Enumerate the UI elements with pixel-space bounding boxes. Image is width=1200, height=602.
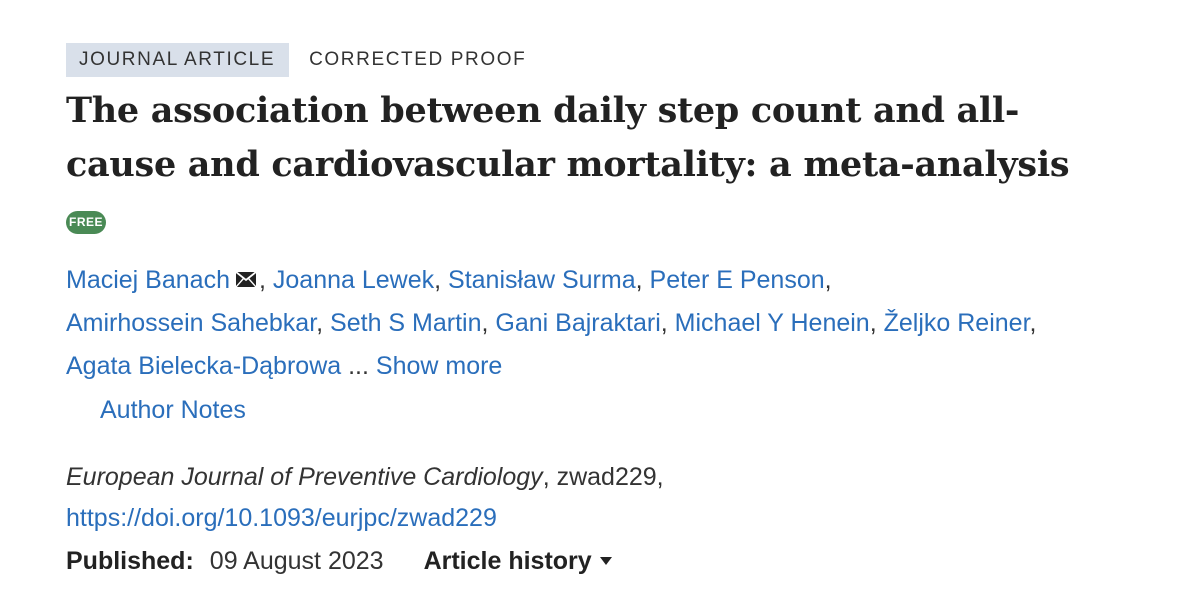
caret-down-icon	[599, 557, 612, 565]
author-separator: ,	[258, 266, 273, 294]
author-separator: ,	[434, 266, 449, 294]
author-ellipsis: ...	[341, 352, 376, 380]
show-more-authors-link[interactable]: Show more	[375, 352, 503, 380]
author-link[interactable]: Gani Bajraktari	[495, 309, 661, 337]
journal-name: European Journal of Preventive Cardiolog…	[66, 463, 543, 491]
article-type-tag: JOURNAL ARTICLE	[66, 43, 290, 77]
envelope-icon[interactable]	[235, 271, 256, 287]
article-title-line-2: cause and cardiovascular mortality: a me…	[66, 144, 1070, 185]
author-separator: ,	[635, 266, 650, 294]
author-link[interactable]: Amirhossein Sahebkar	[66, 309, 317, 337]
article-id: , zwad229,	[542, 463, 664, 491]
article-history-toggle[interactable]: Article history	[424, 541, 612, 581]
free-access-badge: FREE	[66, 211, 106, 234]
author-link[interactable]: Agata Bielecka-Dąbrowa	[66, 352, 342, 380]
author-separator: ,	[824, 266, 832, 294]
author-separator: ,	[316, 309, 331, 337]
author-link[interactable]: Peter E Penson	[649, 266, 825, 294]
author-link[interactable]: Željko Reiner	[883, 309, 1030, 337]
author-link[interactable]: Maciej Banach	[66, 266, 230, 294]
author-separator: ,	[660, 309, 675, 337]
author-line-2: Amirhossein Sahebkar, Seth S Martin, Gan…	[66, 302, 1176, 345]
article-status-tag: CORRECTED PROOF	[309, 49, 527, 70]
author-separator: ,	[481, 309, 496, 337]
author-link[interactable]: Seth S Martin	[330, 309, 482, 337]
author-link[interactable]: Stanisław Surma	[448, 266, 636, 294]
author-line-3: Agata Bielecka-Dąbrowa ... Show more	[66, 345, 1176, 388]
author-link[interactable]: Joanna Lewek	[272, 266, 435, 294]
publication-info: Published: 09 August 2023 Article histor…	[66, 541, 612, 581]
author-list: Maciej Banach, Joanna Lewek, Stanisław S…	[66, 259, 1176, 388]
article-history-label: Article history	[423, 547, 592, 575]
doi-link[interactable]: https://doi.org/10.1093/eurjpc/zwad229	[66, 504, 497, 532]
author-line-1: Maciej Banach, Joanna Lewek, Stanisław S…	[66, 259, 1176, 302]
author-notes-link[interactable]: Author Notes	[100, 396, 246, 424]
published-label: Published:	[66, 547, 194, 575]
author-separator: ,	[1029, 309, 1037, 337]
author-link[interactable]: Michael Y Henein	[674, 309, 870, 337]
article-title-line-1: The association between daily step count…	[66, 90, 1020, 131]
article-tags: JOURNAL ARTICLE CORRECTED PROOF	[66, 43, 526, 77]
published-date: 09 August 2023	[209, 547, 384, 575]
citation-line: European Journal of Preventive Cardiolog…	[66, 457, 664, 497]
author-separator: ,	[869, 309, 884, 337]
article-title: The association between daily step count…	[66, 84, 1176, 192]
